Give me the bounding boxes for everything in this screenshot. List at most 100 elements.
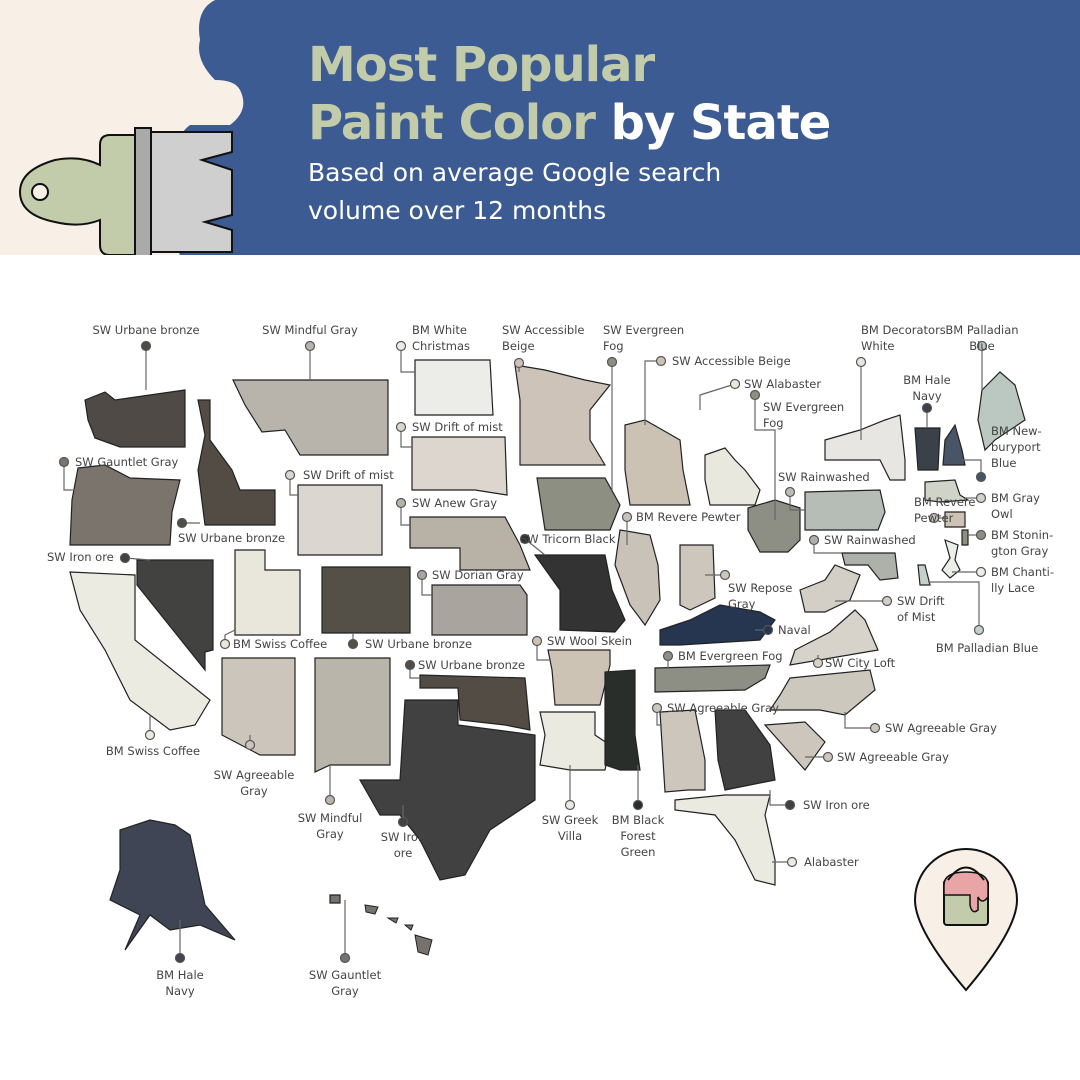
- leader-line: [63, 462, 75, 491]
- paint-label-ma: BM Gray Owl: [991, 491, 1040, 521]
- paint-label-nc: SW Agreeable Gray: [885, 721, 997, 735]
- paint-label-nj: BM Chanti-lly Lace: [991, 565, 1054, 595]
- label-marker: [416, 569, 428, 581]
- label-marker: [58, 456, 70, 468]
- leader-line: [769, 790, 790, 806]
- state-tn: [654, 664, 771, 693]
- state-nj: [941, 539, 961, 579]
- paint-label-line: BM Revere: [914, 495, 975, 509]
- paint-label-line: BM Swiss Coffee: [106, 744, 200, 758]
- paint-label-ks: SW Dorian Gray: [432, 568, 524, 582]
- paint-label-line: lly Lace: [991, 581, 1035, 595]
- paint-label-nv: SW Iron ore: [47, 550, 114, 564]
- leader-line: [644, 360, 661, 425]
- state-ky: [659, 604, 776, 646]
- title-line-1: Most Popular: [308, 37, 655, 93]
- paint-label-line: Navy: [912, 389, 941, 403]
- leader-line: [400, 503, 410, 526]
- paint-label-me: BM Palladian Blue: [945, 323, 1018, 353]
- state-wi: [624, 419, 691, 506]
- label-marker: [144, 729, 156, 741]
- state-va: [789, 609, 879, 666]
- state-mo: [533, 554, 626, 633]
- state-ct: [944, 511, 966, 528]
- title-line-2: Paint Color by State: [308, 94, 831, 152]
- paint-label-line: SW Drift of mist: [412, 420, 503, 434]
- label-marker: [881, 595, 893, 607]
- leader-line: [656, 708, 662, 726]
- paint-label-line: BM Revere Pewter: [636, 510, 741, 524]
- label-marker: [395, 497, 407, 509]
- state-sd: [411, 436, 508, 496]
- label-marker: [304, 340, 316, 352]
- label-marker: [784, 486, 796, 498]
- label-marker: [119, 552, 131, 564]
- label-marker: [928, 512, 940, 524]
- label-marker: [749, 389, 761, 401]
- label-marker: [822, 751, 834, 763]
- paint-label-line: Gray: [728, 597, 756, 611]
- label-marker: [973, 624, 985, 636]
- paint-label-mi: SW Alabaster: [744, 377, 821, 391]
- paint-label-line: SW Rainwashed: [778, 470, 870, 484]
- paint-label-wy: SW Drift of mist: [303, 468, 394, 482]
- paint-label-line: SW Repose: [728, 581, 792, 595]
- label-marker: [397, 816, 409, 828]
- paint-label-nh: BM New-buryport Blue: [991, 424, 1042, 470]
- paint-label-ct: BM Revere Pewter: [914, 495, 975, 525]
- paint-label-pa: SW Rainwashed: [778, 470, 870, 484]
- paint-label-line: BM Gray: [991, 491, 1040, 505]
- leader-line: [789, 492, 805, 511]
- paint-label-sd: SW Drift of mist: [412, 420, 503, 434]
- leader-line: [928, 581, 980, 630]
- paint-label-ar: SW Wool Skein: [547, 634, 632, 648]
- subtitle-line-1: Based on average Google search: [308, 158, 722, 187]
- paint-label-line: BM Black: [612, 813, 665, 827]
- label-marker: [869, 722, 881, 734]
- state-ms: [604, 669, 641, 771]
- paint-label-line: Blue: [991, 456, 1016, 470]
- label-marker: [174, 952, 186, 964]
- state-me: [977, 371, 1026, 452]
- paint-label-line: Pewter: [914, 511, 954, 525]
- paint-label-line: gton Gray: [991, 544, 1048, 558]
- paint-bucket-pin-icon: [913, 848, 1019, 992]
- state-nv: [136, 559, 214, 672]
- paint-label-line: SW Agreeable Gray: [837, 750, 949, 764]
- state-la: [539, 711, 611, 771]
- state-nm: [314, 657, 391, 773]
- paint-label-line: BM White: [412, 323, 467, 337]
- header-banner: Most Popular Paint Color by State Based …: [0, 0, 1080, 255]
- paint-label-line: Fog: [763, 416, 784, 430]
- paint-label-line: Green: [621, 845, 656, 859]
- state-il: [614, 529, 661, 627]
- paintbrush-icon: [18, 127, 233, 255]
- state-tx: [358, 699, 536, 881]
- paint-label-mn: SW Accessible Beige: [502, 323, 584, 353]
- label-marker: [284, 469, 296, 481]
- label-marker: [762, 624, 774, 636]
- paint-label-il: BM Revere Pewter: [636, 510, 741, 524]
- paint-label-line: Navy: [165, 984, 194, 998]
- label-marker: [606, 356, 618, 368]
- leader-line: [400, 346, 415, 373]
- leader-line: [754, 395, 776, 520]
- state-ma: [924, 479, 970, 503]
- paint-label-line: SW Gauntlet Gray: [75, 455, 178, 469]
- paint-label-vt: BM Hale Navy: [903, 373, 950, 403]
- paint-label-la: SW Greek Villa: [542, 813, 599, 843]
- state-hi-island: [364, 904, 379, 915]
- paint-label-line: SW Agreeable: [214, 768, 295, 782]
- paint-label-line: SW Evergreen: [763, 400, 844, 414]
- state-ok: [419, 674, 531, 731]
- paint-label-line: SW Agreeable Gray: [885, 721, 997, 735]
- paint-label-line: SW Accessible Beige: [672, 354, 791, 368]
- state-wa: [84, 389, 186, 448]
- paint-label-line: SW Evergreen: [603, 323, 684, 337]
- paint-label-nd: BM White Christmas: [412, 323, 470, 353]
- state-hi-island: [414, 934, 433, 956]
- paint-label-or: SW Gauntlet Gray: [75, 455, 178, 469]
- leader-line: [699, 383, 736, 410]
- label-marker: [662, 650, 674, 662]
- paint-label-line: SW Dorian Gray: [432, 568, 524, 582]
